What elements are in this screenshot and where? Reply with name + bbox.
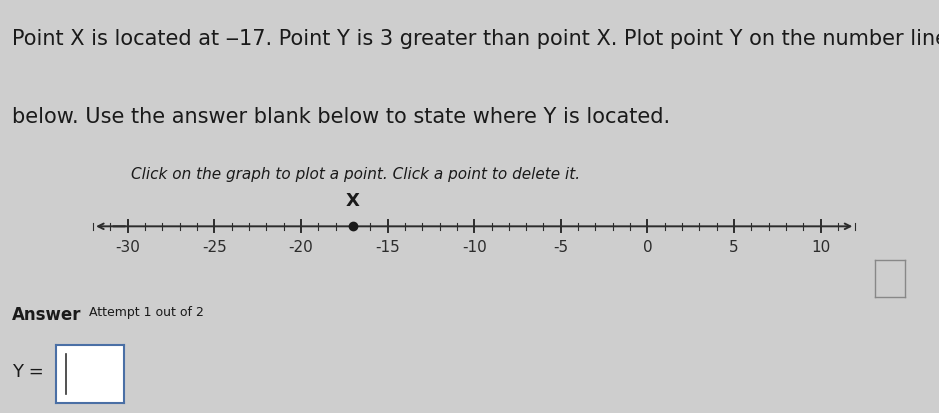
Text: -30: -30 bbox=[115, 240, 140, 256]
Text: Answer: Answer bbox=[12, 306, 82, 324]
Text: -5: -5 bbox=[553, 240, 568, 256]
Text: -20: -20 bbox=[288, 240, 314, 256]
Text: -25: -25 bbox=[202, 240, 227, 256]
Text: Click on the graph to plot a point. Click a point to delete it.: Click on the graph to plot a point. Clic… bbox=[131, 167, 580, 182]
Text: -15: -15 bbox=[376, 240, 400, 256]
Text: below. Use the answer blank below to state where Y is located.: below. Use the answer blank below to sta… bbox=[12, 107, 670, 127]
Text: 5: 5 bbox=[730, 240, 739, 256]
Text: Attempt 1 out of 2: Attempt 1 out of 2 bbox=[89, 306, 204, 318]
Text: Y =: Y = bbox=[12, 363, 44, 381]
Text: X: X bbox=[346, 192, 360, 210]
Text: 10: 10 bbox=[811, 240, 830, 256]
Text: -10: -10 bbox=[462, 240, 486, 256]
Text: Point X is located at ‒17. Point Y is 3 greater than point X. Plot point Y on th: Point X is located at ‒17. Point Y is 3 … bbox=[12, 29, 939, 49]
Text: 0: 0 bbox=[642, 240, 653, 256]
